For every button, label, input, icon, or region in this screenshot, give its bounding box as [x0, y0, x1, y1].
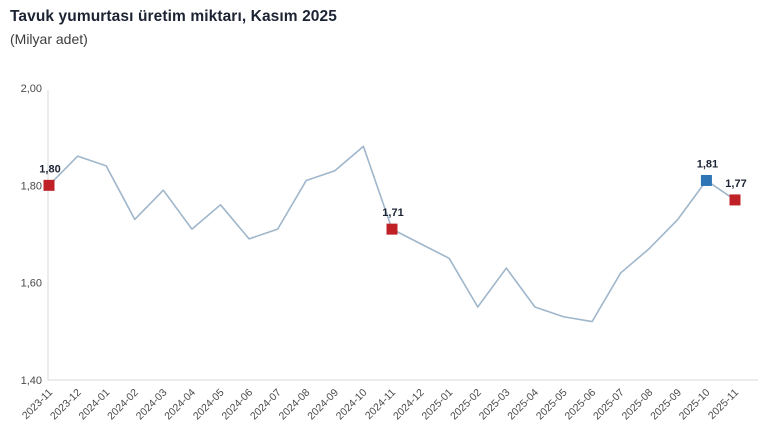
y-tick-label: 2,00 — [21, 83, 42, 95]
chart-title: Tavuk yumurtası üretim miktarı, Kasım 20… — [10, 8, 337, 25]
highlight-marker — [700, 174, 712, 186]
x-tick-label: 2024-10 — [334, 387, 370, 423]
x-tick-label: 2025-11 — [706, 387, 741, 422]
y-tick-label: 1,40 — [21, 375, 42, 387]
chart-subtitle: (Milyar adet) — [10, 31, 88, 47]
y-tick-label: 1,80 — [21, 180, 42, 192]
highlight-marker — [729, 194, 741, 206]
data-point-label: 1,80 — [39, 163, 60, 175]
data-point-label: 1,71 — [382, 207, 403, 219]
highlight-marker — [43, 179, 55, 191]
x-tick-label: 2025-10 — [677, 387, 713, 423]
highlight-marker — [386, 223, 398, 235]
data-point-label: 1,77 — [725, 178, 746, 190]
y-tick-label: 1,60 — [21, 278, 42, 290]
data-point-label: 1,81 — [697, 158, 718, 170]
